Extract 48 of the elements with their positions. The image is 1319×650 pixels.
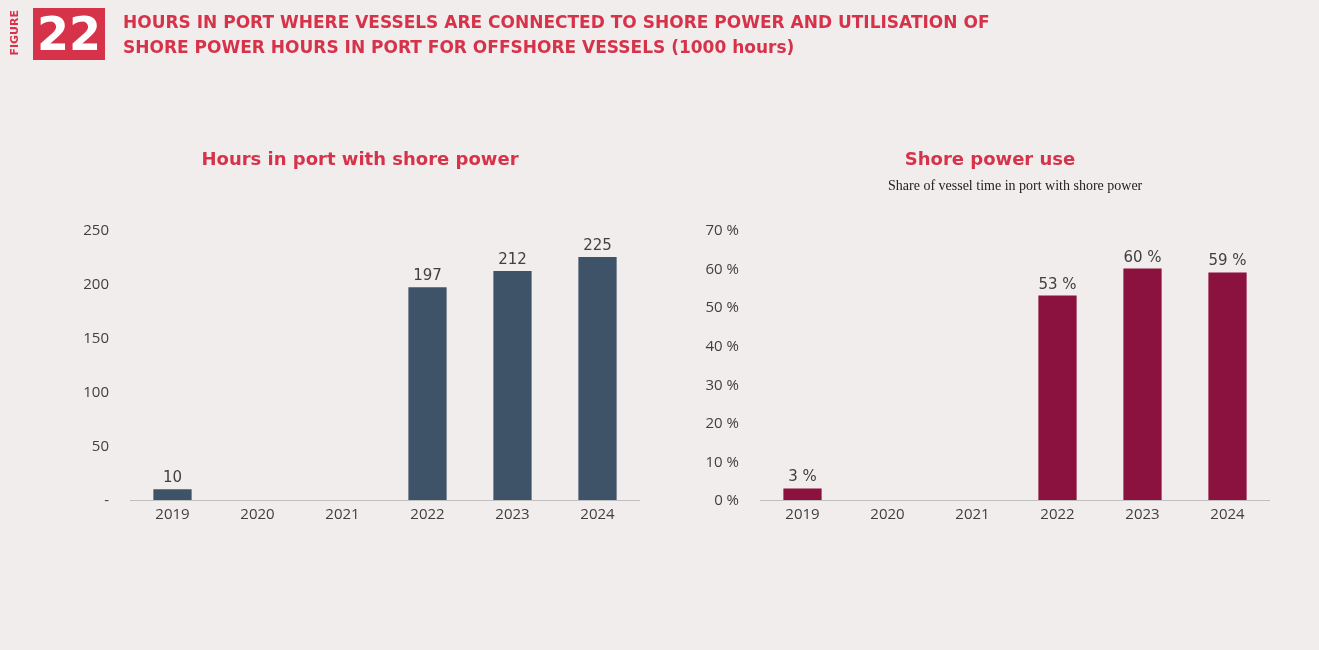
bar <box>153 489 192 500</box>
x-tick-label: 2020 <box>240 503 275 523</box>
x-tick-label: 2019 <box>155 503 190 523</box>
data-label: 10 <box>162 468 183 487</box>
chart-title: Hours in port with shore power <box>201 148 519 170</box>
x-tick-label: 2019 <box>785 503 820 523</box>
data-label: 3 % <box>788 467 817 486</box>
y-tick-label: 150 <box>83 327 109 348</box>
data-label: 53 % <box>1038 274 1077 293</box>
bar <box>408 287 447 500</box>
chart-subtitle: Share of vessel time in port with shore power <box>888 178 1143 193</box>
bar <box>1038 295 1077 500</box>
y-tick-label: 0 % <box>714 489 739 510</box>
data-label: 197 <box>413 266 442 285</box>
data-label: 212 <box>498 250 527 269</box>
y-tick-label: 50 % <box>705 296 739 317</box>
x-tick-label: 2023 <box>495 503 530 523</box>
x-tick-label: 2024 <box>580 503 616 523</box>
x-tick-label: 2023 <box>1125 503 1160 523</box>
y-tick-label: 70 % <box>705 219 739 240</box>
data-label: 225 <box>583 236 612 254</box>
x-tick-label: 2021 <box>955 503 990 523</box>
data-label: 59 % <box>1208 251 1247 270</box>
text: FIGURE <box>8 10 21 56</box>
y-tick-label: 10 % <box>705 450 739 471</box>
y-tick-label: - <box>104 489 110 510</box>
bar <box>493 271 532 500</box>
x-tick-label: 2020 <box>870 503 905 523</box>
bar <box>578 257 617 500</box>
y-tick-label: 50 <box>91 435 109 456</box>
bar <box>783 488 822 500</box>
bar <box>1123 268 1162 500</box>
y-tick-label: 40 % <box>705 334 739 355</box>
y-tick-label: 20 % <box>705 412 739 433</box>
x-tick-label: 2022 <box>1040 503 1075 523</box>
x-tick-label: 2021 <box>325 503 360 523</box>
y-tick-label: 100 <box>83 381 109 402</box>
data-label: 60 % <box>1123 247 1162 266</box>
bar <box>1208 272 1247 500</box>
y-tick-label: 30 % <box>705 373 739 394</box>
text: 22 <box>33 7 105 61</box>
y-tick-label: 60 % <box>705 257 739 278</box>
y-tick-label: 250 <box>83 219 109 240</box>
chart-title: Shore power use <box>904 148 1076 170</box>
y-tick-label: 200 <box>83 273 109 294</box>
x-tick-label: 2024 <box>1210 503 1246 523</box>
text: HOURS IN PORT WHERE VESSELS ARE CONNECTED TO SHORE POWER AND UTILISATION OF SHORE POWER HOURS IN PORT FOR OFFSHORE VESSELS (1000 hours) <box>123 11 991 59</box>
x-tick-label: 2022 <box>410 503 445 523</box>
